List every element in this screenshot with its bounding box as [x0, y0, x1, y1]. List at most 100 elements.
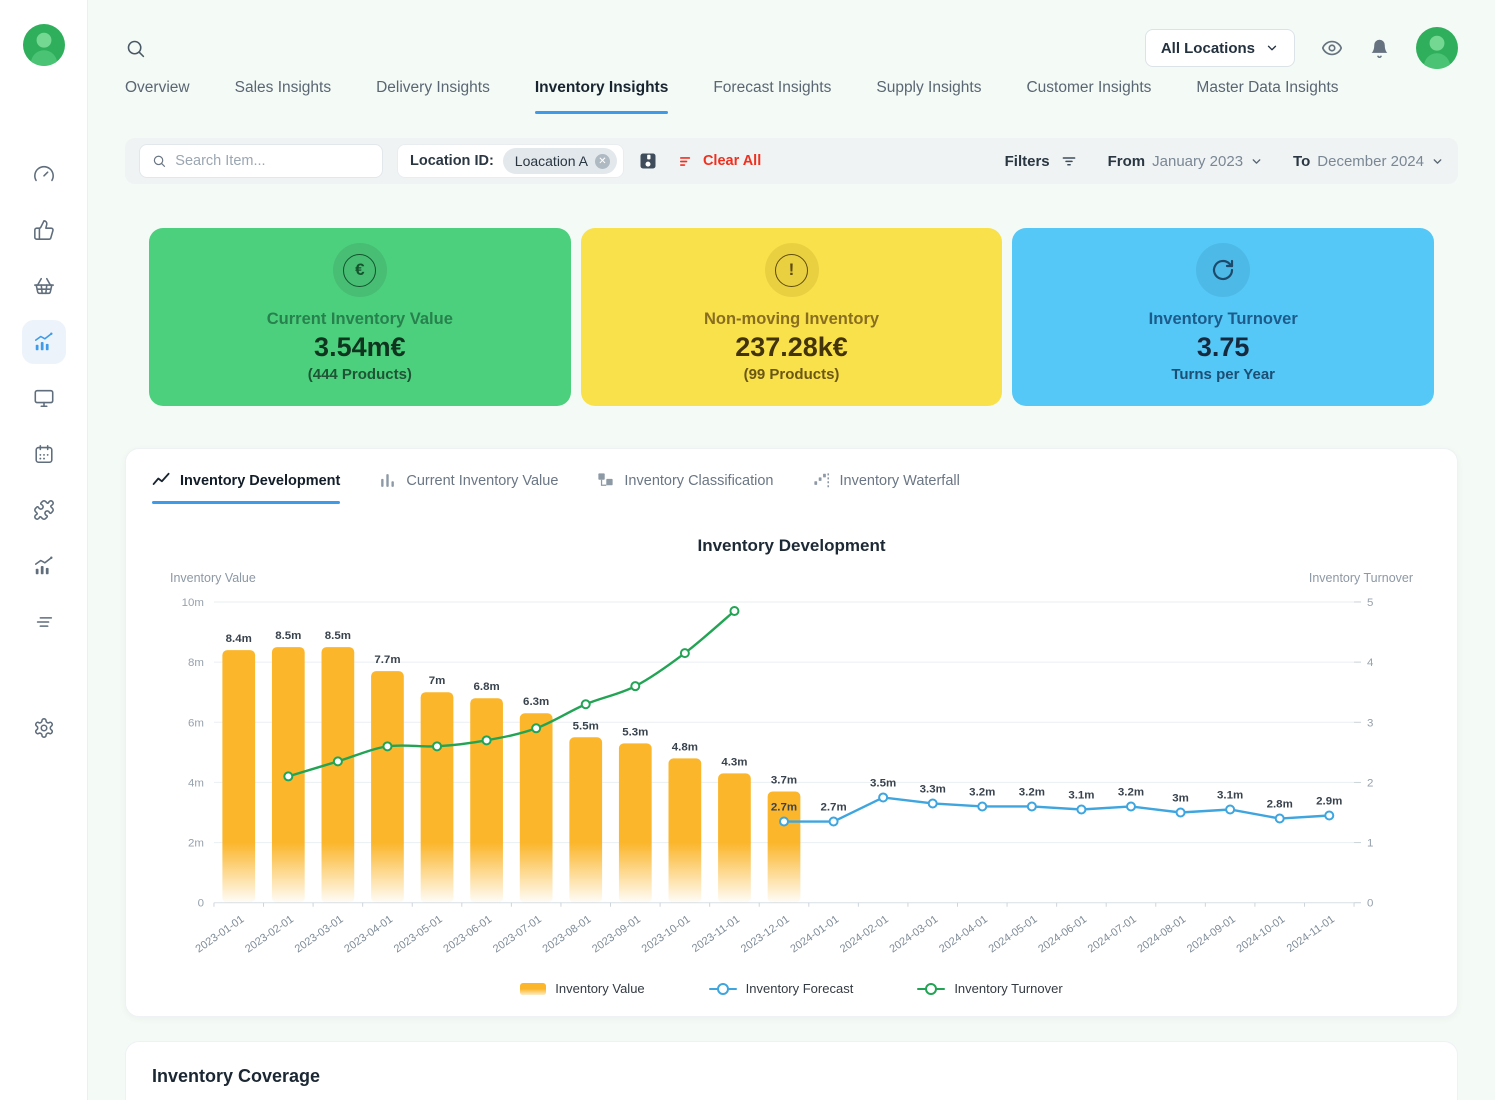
waterfall-icon: [813, 473, 829, 488]
list-lines-icon: [36, 617, 52, 627]
notifications-button[interactable]: [1369, 38, 1390, 59]
locations-dropdown-label: All Locations: [1160, 39, 1255, 57]
kpi-inventory-turnover: Inventory Turnover 3.75 Turns per Year: [1012, 228, 1435, 406]
legend-inventory-turnover[interactable]: Inventory Turnover: [917, 981, 1063, 996]
trend-line-icon: [152, 472, 170, 485]
tab-forecast-insights[interactable]: Forecast Insights: [713, 78, 831, 114]
tab-supply-insights[interactable]: Supply Insights: [876, 78, 981, 114]
sidebar-item-reports[interactable]: [22, 600, 66, 644]
date-to-dropdown[interactable]: To December 2024: [1293, 153, 1444, 170]
filter-lines-icon: [1062, 157, 1076, 166]
thumbs-up-icon: [33, 220, 54, 240]
chart-tab-inventory-classification[interactable]: Inventory Classification: [596, 471, 774, 504]
sidebar-item-approvals[interactable]: [22, 208, 66, 252]
svg-text:2m: 2m: [188, 838, 204, 850]
user-avatar[interactable]: [1416, 27, 1458, 69]
notifications-bell-icon: [1371, 39, 1388, 58]
svg-text:2023-05-01: 2023-05-01: [392, 913, 445, 955]
tab-delivery-insights[interactable]: Delivery Insights: [376, 78, 490, 114]
chart-title: Inventory Development: [697, 536, 886, 555]
tab-sales-insights[interactable]: Sales Insights: [235, 78, 332, 114]
chart-tab-inventory-waterfall[interactable]: Inventory Waterfall: [812, 471, 960, 504]
euro-circle-icon: €: [332, 243, 387, 297]
locations-dropdown[interactable]: All Locations: [1144, 29, 1295, 67]
bar-swatch-icon: [520, 982, 547, 995]
svg-text:3.5m: 3.5m: [870, 777, 896, 789]
location-chip[interactable]: Loacation A ✕: [502, 148, 617, 174]
svg-text:3.1m: 3.1m: [1068, 790, 1094, 802]
kpi-title: Current Inventory Value: [266, 310, 453, 328]
refresh-icon: [1196, 243, 1251, 297]
kpi-value: 3.54m€: [314, 332, 406, 362]
svg-text:0: 0: [198, 898, 204, 910]
inventory-coverage-card: Inventory Coverage The report shows inve…: [125, 1040, 1458, 1100]
date-from-dropdown[interactable]: From January 2023: [1108, 153, 1263, 170]
svg-text:2.7m: 2.7m: [820, 802, 846, 814]
sidebar-item-monitoring[interactable]: [22, 376, 66, 420]
sidebar-item-insights[interactable]: [21, 320, 66, 364]
tab-inventory-insights[interactable]: Inventory Insights: [534, 78, 668, 114]
svg-text:2023-03-01: 2023-03-01: [293, 913, 346, 955]
svg-text:8.5m: 8.5m: [325, 630, 351, 642]
svg-text:4.8m: 4.8m: [672, 741, 698, 753]
sidebar-item-integrations[interactable]: [22, 488, 66, 532]
svg-text:2023-01-01: 2023-01-01: [194, 913, 247, 955]
svg-text:5.3m: 5.3m: [622, 726, 648, 738]
global-search-button[interactable]: [125, 38, 146, 59]
svg-text:4m: 4m: [188, 777, 204, 789]
kpi-value: 237.28k€: [735, 332, 848, 362]
chevron-down-icon: [1267, 45, 1277, 51]
clear-all-button[interactable]: Clear All: [678, 153, 761, 170]
clear-filters-icon: [679, 156, 691, 166]
filters-label: Filters: [1004, 152, 1050, 170]
kpi-current-inventory-value: € Current Inventory Value 3.54m€ (444 Pr…: [149, 228, 571, 406]
sidebar-item-dashboard[interactable]: [22, 152, 66, 196]
svg-text:0: 0: [1367, 898, 1373, 910]
save-filter-button[interactable]: [638, 151, 658, 171]
chart-tab-current-inventory-value[interactable]: Current Inventory Value: [378, 471, 558, 504]
analytics-chart-icon: [34, 332, 53, 351]
chart-tabs: Inventory Development Current Inventory …: [152, 471, 1431, 504]
remove-chip-icon[interactable]: ✕: [594, 153, 610, 169]
svg-text:2024-06-01: 2024-06-01: [1036, 913, 1089, 955]
location-chip-label: Loacation A: [514, 153, 588, 169]
svg-text:3.2m: 3.2m: [969, 786, 995, 798]
search-input[interactable]: [175, 153, 370, 169]
legend-inventory-forecast[interactable]: Inventory Forecast: [708, 981, 853, 996]
save-floppy-icon: [640, 153, 656, 169]
location-id-label: Location ID:: [410, 153, 494, 169]
tab-customer-insights[interactable]: Customer Insights: [1026, 78, 1151, 114]
tab-overview[interactable]: Overview: [125, 78, 190, 114]
svg-text:2024-04-01: 2024-04-01: [937, 913, 990, 955]
sidebar-item-statistics[interactable]: [22, 544, 66, 588]
coverage-title: Inventory Coverage: [152, 1065, 321, 1086]
svg-text:6.8m: 6.8m: [473, 681, 499, 693]
visibility-button[interactable]: [1321, 37, 1343, 59]
from-label: From: [1107, 152, 1146, 170]
sidebar-item-settings[interactable]: [22, 706, 66, 750]
main-content: All Locations Overview Sales Insights De…: [88, 0, 1495, 1100]
svg-text:3.1m: 3.1m: [1217, 790, 1243, 802]
classification-blocks-icon: [598, 473, 614, 486]
sidebar-item-calendar[interactable]: [22, 432, 66, 476]
monitor-icon: [34, 389, 53, 408]
item-search-field[interactable]: [139, 144, 383, 178]
legend-inventory-value[interactable]: Inventory Value: [520, 981, 645, 996]
app-logo-avatar[interactable]: [22, 24, 65, 66]
kpi-title: Non-moving Inventory: [703, 310, 880, 328]
inventory-development-card: Inventory Development Current Inventory …: [125, 448, 1458, 1017]
svg-text:4.3m: 4.3m: [721, 756, 747, 768]
filters-button[interactable]: Filters: [1005, 152, 1078, 170]
svg-text:3m: 3m: [1172, 793, 1189, 805]
main-nav-tabs: Overview Sales Insights Delivery Insight…: [125, 78, 1458, 114]
chart-tab-inventory-development[interactable]: Inventory Development: [152, 471, 341, 504]
svg-text:3: 3: [1367, 717, 1373, 729]
filter-bar: Location ID: Loacation A ✕ Clear All Fil…: [125, 138, 1458, 184]
svg-text:2.9m: 2.9m: [1316, 796, 1342, 808]
tab-master-data-insights[interactable]: Master Data Insights: [1196, 78, 1338, 114]
svg-text:3.2m: 3.2m: [1019, 786, 1045, 798]
svg-text:2024-11-01: 2024-11-01: [1285, 913, 1337, 955]
line-marker-swatch-icon: [708, 982, 737, 995]
svg-text:8m: 8m: [188, 657, 204, 669]
sidebar-item-orders[interactable]: [22, 264, 66, 308]
